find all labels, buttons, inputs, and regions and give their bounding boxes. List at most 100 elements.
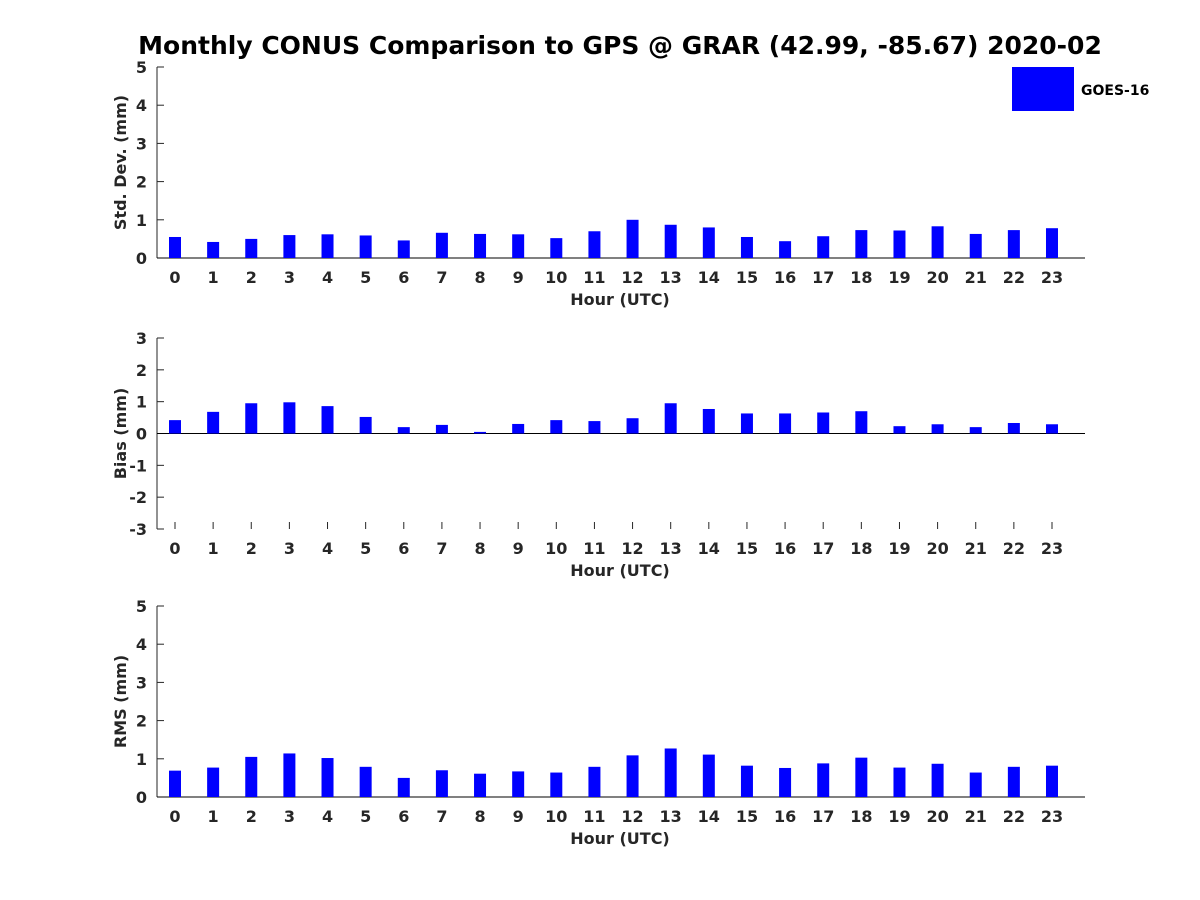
rms-x-tick-label: 5 — [360, 807, 371, 826]
bias-bar — [512, 423, 525, 434]
bias-bar — [283, 402, 296, 434]
bias-y-tick-label: 1 — [136, 393, 147, 412]
rms-bar — [512, 771, 525, 797]
rms-x-tick-label: 3 — [284, 807, 295, 826]
rms-x-tick-label: 2 — [246, 807, 257, 826]
bias-x-tick-label: 12 — [621, 539, 643, 558]
std-dev-x-tick-label: 10 — [545, 268, 567, 287]
std-dev-bar — [321, 234, 334, 258]
std-dev-x-tick-label: 7 — [436, 268, 447, 287]
bias-y-tick-label: -2 — [129, 488, 147, 507]
rms-x-tick-label: 15 — [736, 807, 758, 826]
rms-bar — [359, 766, 372, 797]
bias-bar — [626, 418, 639, 434]
chart-title: Monthly CONUS Comparison to GPS @ GRAR (… — [138, 31, 1102, 60]
rms-x-tick-label: 11 — [583, 807, 605, 826]
bias-x-tick-label: 19 — [888, 539, 910, 558]
bias-x-tick-label: 11 — [583, 539, 605, 558]
bias-bar — [1045, 424, 1058, 434]
bias-x-tick-label: 7 — [436, 539, 447, 558]
rms-bar — [474, 773, 487, 797]
bias-bar — [435, 424, 448, 434]
bias-x-tick-label: 9 — [513, 539, 524, 558]
std-dev-bar — [1007, 230, 1020, 258]
std-dev-x-tick-label: 9 — [513, 268, 524, 287]
rms-x-tick-label: 14 — [698, 807, 720, 826]
rms-x-tick-label: 18 — [850, 807, 872, 826]
std-dev-bar — [550, 238, 563, 258]
rms-bar — [664, 748, 677, 797]
std-dev-bar — [435, 232, 448, 258]
std-dev-x-tick-label: 11 — [583, 268, 605, 287]
bias-x-tick-label: 5 — [360, 539, 371, 558]
rms-x-tick-label: 23 — [1041, 807, 1063, 826]
bias-x-tick-label: 18 — [850, 539, 872, 558]
bias-y-tick-label: -1 — [129, 456, 147, 475]
bias-x-tick-label: 6 — [398, 539, 409, 558]
std-dev-x-tick-label: 21 — [965, 268, 987, 287]
rms-x-tick-label: 16 — [774, 807, 796, 826]
rms-bar — [550, 772, 563, 797]
std-dev-bar — [512, 234, 525, 258]
std-dev-x-tick-label: 22 — [1003, 268, 1025, 287]
std-dev-x-tick-label: 2 — [246, 268, 257, 287]
rms-bar — [817, 763, 830, 797]
std-dev-bar — [626, 219, 639, 258]
rms-x-tick-label: 13 — [660, 807, 682, 826]
bias-bar — [207, 411, 220, 434]
std-dev-y-tick-label: 3 — [136, 134, 147, 153]
rms-x-tick-label: 21 — [965, 807, 987, 826]
bias-bar — [817, 412, 830, 434]
rms-x-tick-label: 17 — [812, 807, 834, 826]
bias-bar — [740, 413, 753, 434]
rms-bar — [435, 770, 448, 797]
bias-bar — [893, 426, 906, 434]
bias-x-tick-label: 22 — [1003, 539, 1025, 558]
std-dev-x-tick-label: 3 — [284, 268, 295, 287]
std-dev-x-tick-label: 8 — [474, 268, 485, 287]
std-dev-x-tick-label: 5 — [360, 268, 371, 287]
std-dev-bar — [740, 236, 753, 258]
bias-x-tick-label: 16 — [774, 539, 796, 558]
rms-bar — [207, 767, 220, 797]
bias-bar — [321, 406, 334, 434]
rms-x-tick-label: 1 — [208, 807, 219, 826]
bias-bar — [931, 424, 944, 434]
rms-bar — [588, 766, 601, 797]
bias-x-tick-label: 15 — [736, 539, 758, 558]
rms-x-tick-label: 0 — [169, 807, 180, 826]
rms-x-axis-label: Hour (UTC) — [570, 829, 670, 848]
std-dev-y-tick-label: 4 — [136, 96, 147, 115]
std-dev-x-tick-label: 14 — [698, 268, 720, 287]
legend: GOES-16 — [1012, 67, 1149, 111]
bias-bar — [588, 421, 601, 434]
bias-bar — [855, 411, 868, 434]
rms-x-tick-label: 9 — [513, 807, 524, 826]
std-dev-x-tick-label: 19 — [888, 268, 910, 287]
rms-bar — [855, 757, 868, 797]
rms-y-tick-label: 3 — [136, 673, 147, 692]
bias-bar — [245, 403, 258, 434]
bias-bar — [550, 420, 563, 434]
rms-x-tick-label: 8 — [474, 807, 485, 826]
rms-bar — [626, 755, 639, 797]
rms-y-tick-label: 4 — [136, 635, 147, 654]
std-dev-bar — [893, 230, 906, 258]
std-dev-x-tick-label: 17 — [812, 268, 834, 287]
std-dev-y-tick-label: 2 — [136, 173, 147, 192]
bias-x-tick-label: 17 — [812, 539, 834, 558]
legend-label: GOES-16 — [1081, 83, 1149, 99]
rms-bar — [169, 770, 181, 797]
rms-y-tick-label: 2 — [136, 712, 147, 731]
std-dev-x-tick-label: 12 — [621, 268, 643, 287]
rms-bar — [740, 765, 753, 797]
bias-bar — [664, 403, 677, 434]
bias-x-tick-label: 23 — [1041, 539, 1063, 558]
std-dev-y-axis-label: Std. Dev. (mm) — [111, 95, 130, 230]
rms-bar — [1007, 766, 1020, 797]
std-dev-bar — [969, 233, 982, 258]
std-dev-x-tick-label: 0 — [169, 268, 180, 287]
bias-y-tick-label: 3 — [136, 329, 147, 348]
